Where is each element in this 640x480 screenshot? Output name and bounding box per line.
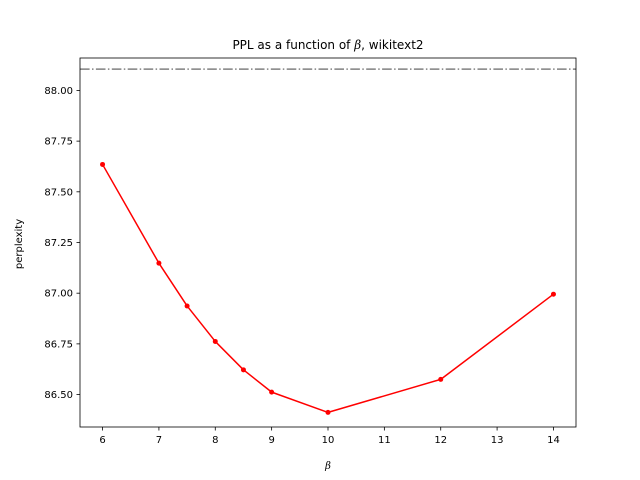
x-tick-label: 14 <box>547 435 560 446</box>
y-tick-label: 87.25 <box>44 238 73 249</box>
x-axis-label: β <box>324 461 331 472</box>
data-point <box>269 389 275 395</box>
chart-title: PPL as a function of β, wikitext2 <box>232 38 423 52</box>
y-tick-label: 87.50 <box>44 187 73 198</box>
data-point <box>550 291 556 297</box>
data-point <box>184 303 190 309</box>
y-tick-label: 86.75 <box>44 339 73 350</box>
y-tick-label: 87.00 <box>44 289 73 300</box>
x-tick-label: 10 <box>322 435 335 446</box>
x-tick-label: 11 <box>378 435 391 446</box>
data-point <box>325 409 331 415</box>
data-point <box>212 338 218 344</box>
data-point <box>438 376 444 382</box>
x-tick-label: 8 <box>212 435 218 446</box>
plot-area: 6 7 8 9 10 11 12 13 14 86.50 86.75 87.00 87.25 87.50 8… <box>44 57 577 446</box>
x-tick-label: 13 <box>491 435 504 446</box>
x-tick-label: 9 <box>268 435 274 446</box>
data-point <box>240 367 246 373</box>
data-point <box>156 260 162 266</box>
y-tick-label: 88.00 <box>44 86 73 97</box>
x-tick-label: 6 <box>99 435 105 446</box>
x-tick-label: 12 <box>434 435 447 446</box>
y-tick-label: 86.50 <box>44 390 73 401</box>
x-tick-label: 7 <box>156 435 162 446</box>
y-tick-label: 87.75 <box>44 137 73 148</box>
y-axis-label: perplexity <box>14 219 25 269</box>
data-point <box>100 161 106 167</box>
